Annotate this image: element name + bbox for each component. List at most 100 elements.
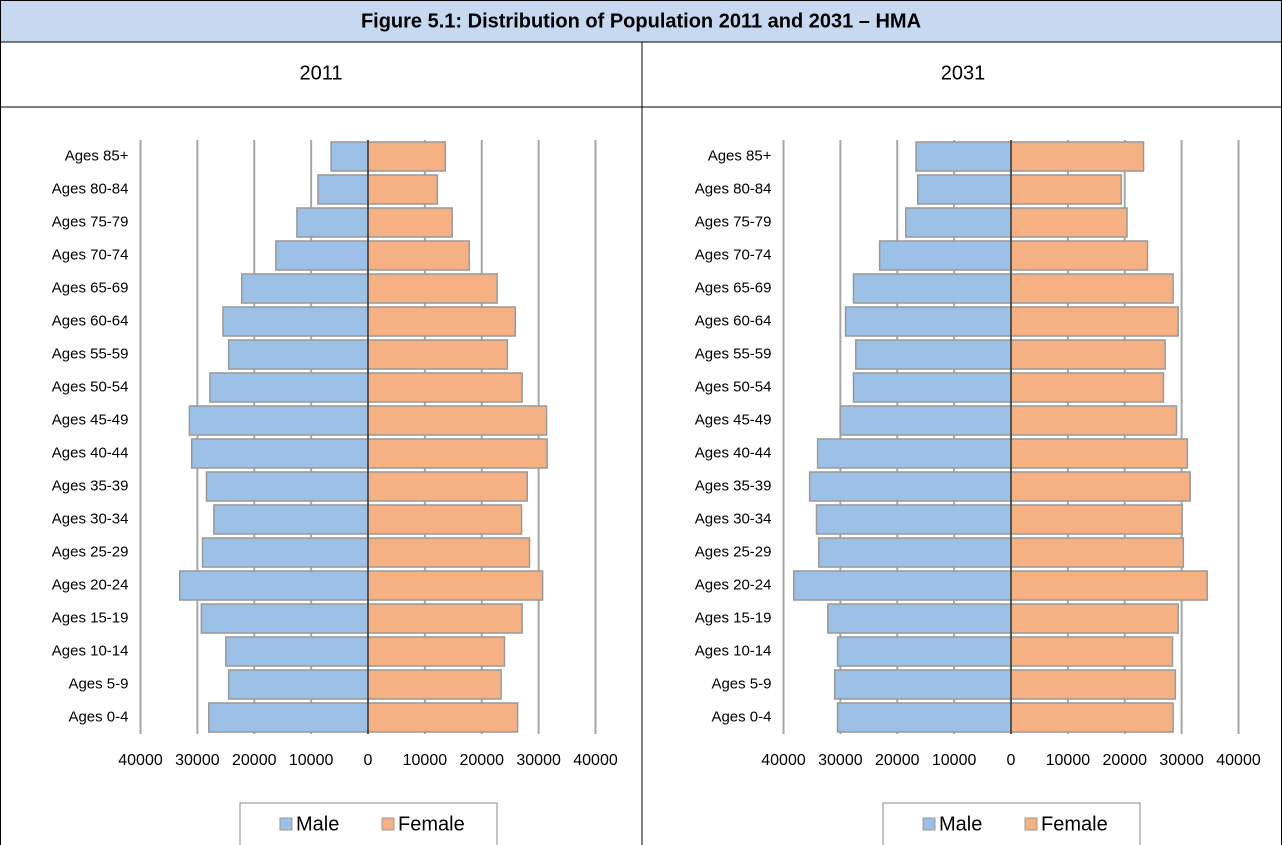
bar bbox=[808, 471, 1012, 502]
y-tick-label: Ages 50-54 bbox=[52, 378, 129, 395]
bar bbox=[296, 207, 369, 238]
bar bbox=[1010, 174, 1123, 205]
bar bbox=[367, 537, 531, 568]
x-tick-label: 40000 bbox=[118, 752, 163, 769]
bar bbox=[205, 471, 369, 502]
bar bbox=[275, 240, 369, 271]
x-tick-label: 0 bbox=[364, 752, 373, 769]
y-tick-label: Ages 80-84 bbox=[52, 180, 129, 197]
legend-label: Female bbox=[398, 813, 465, 835]
bar bbox=[852, 372, 1012, 403]
bar bbox=[915, 141, 1012, 172]
y-tick-label: Ages 5-9 bbox=[711, 675, 771, 692]
bar bbox=[367, 438, 548, 469]
y-tick-label: Ages 25-29 bbox=[695, 543, 772, 560]
bar bbox=[367, 174, 439, 205]
y-tick-label: Ages 85+ bbox=[708, 147, 772, 164]
bar bbox=[367, 570, 544, 601]
x-tick-label: 30000 bbox=[818, 752, 863, 769]
y-tick-label: Ages 45-49 bbox=[695, 411, 772, 428]
y-tick-label: Ages 75-79 bbox=[52, 213, 129, 230]
y-tick-label: Ages 70-74 bbox=[52, 246, 129, 263]
y-tick-label: Ages 15-19 bbox=[52, 609, 129, 626]
bar bbox=[213, 504, 369, 535]
legend-label: Female bbox=[1041, 813, 1108, 835]
column-header: 2031 bbox=[941, 62, 986, 84]
bar bbox=[1010, 405, 1178, 436]
y-tick-label: Ages 85+ bbox=[65, 147, 129, 164]
bar bbox=[1010, 603, 1179, 634]
bar bbox=[854, 339, 1012, 370]
bar bbox=[367, 471, 528, 502]
bar bbox=[827, 603, 1012, 634]
title-band bbox=[0, 0, 1282, 42]
y-tick-label: Ages 70-74 bbox=[695, 246, 772, 263]
bar bbox=[1010, 273, 1174, 304]
bar bbox=[227, 669, 369, 700]
legend-swatch bbox=[279, 817, 293, 831]
y-tick-label: Ages 50-54 bbox=[695, 378, 772, 395]
bar bbox=[1010, 471, 1191, 502]
x-tick-label: 40000 bbox=[573, 752, 618, 769]
x-tick-label: 20000 bbox=[232, 752, 277, 769]
bar bbox=[1010, 636, 1174, 667]
x-tick-label: 10000 bbox=[1046, 752, 1091, 769]
y-tick-label: Ages 60-64 bbox=[52, 312, 129, 329]
y-tick-label: Ages 45-49 bbox=[52, 411, 129, 428]
x-tick-label: 30000 bbox=[1159, 752, 1204, 769]
bar bbox=[818, 537, 1012, 568]
bar bbox=[367, 141, 447, 172]
bar bbox=[836, 636, 1012, 667]
bar bbox=[367, 372, 523, 403]
y-tick-label: Ages 35-39 bbox=[52, 477, 129, 494]
y-tick-label: Ages 35-39 bbox=[695, 477, 772, 494]
y-tick-label: Ages 20-24 bbox=[695, 576, 772, 593]
bar bbox=[367, 669, 502, 700]
bar bbox=[833, 669, 1012, 700]
bar bbox=[188, 405, 369, 436]
bar bbox=[208, 702, 369, 733]
bar bbox=[330, 141, 369, 172]
bar bbox=[367, 405, 548, 436]
bar bbox=[178, 570, 369, 601]
x-tick-label: 30000 bbox=[175, 752, 220, 769]
bar bbox=[905, 207, 1012, 238]
bar bbox=[1010, 537, 1185, 568]
bar bbox=[367, 636, 506, 667]
y-tick-label: Ages 80-84 bbox=[695, 180, 772, 197]
bar bbox=[1010, 570, 1208, 601]
x-tick-label: 10000 bbox=[289, 752, 334, 769]
y-tick-label: Ages 55-59 bbox=[695, 345, 772, 362]
bar bbox=[852, 273, 1012, 304]
y-tick-label: Ages 40-44 bbox=[695, 444, 772, 461]
y-tick-label: Ages 10-14 bbox=[52, 642, 129, 659]
y-tick-label: Ages 60-64 bbox=[695, 312, 772, 329]
x-tick-label: 30000 bbox=[516, 752, 561, 769]
bar bbox=[367, 339, 509, 370]
y-tick-label: Ages 0-4 bbox=[68, 708, 128, 725]
x-tick-label: 40000 bbox=[1216, 752, 1261, 769]
bar bbox=[367, 702, 519, 733]
legend-swatch bbox=[381, 817, 395, 831]
bar bbox=[816, 438, 1012, 469]
bar bbox=[367, 240, 470, 271]
y-tick-label: Ages 30-34 bbox=[695, 510, 772, 527]
y-tick-label: Ages 30-34 bbox=[52, 510, 129, 527]
bar bbox=[878, 240, 1012, 271]
bar bbox=[209, 372, 369, 403]
bar bbox=[1010, 306, 1179, 337]
y-tick-label: Ages 40-44 bbox=[52, 444, 129, 461]
bar bbox=[839, 405, 1012, 436]
y-tick-label: Ages 75-79 bbox=[695, 213, 772, 230]
bar bbox=[240, 273, 369, 304]
x-tick-label: 20000 bbox=[1103, 752, 1148, 769]
bar bbox=[367, 207, 453, 238]
y-tick-label: Ages 15-19 bbox=[695, 609, 772, 626]
x-tick-label: 10000 bbox=[403, 752, 448, 769]
bar bbox=[367, 504, 523, 535]
y-tick-label: Ages 10-14 bbox=[695, 642, 772, 659]
y-tick-label: Ages 20-24 bbox=[52, 576, 129, 593]
y-tick-label: Ages 55-59 bbox=[52, 345, 129, 362]
bar bbox=[227, 339, 369, 370]
